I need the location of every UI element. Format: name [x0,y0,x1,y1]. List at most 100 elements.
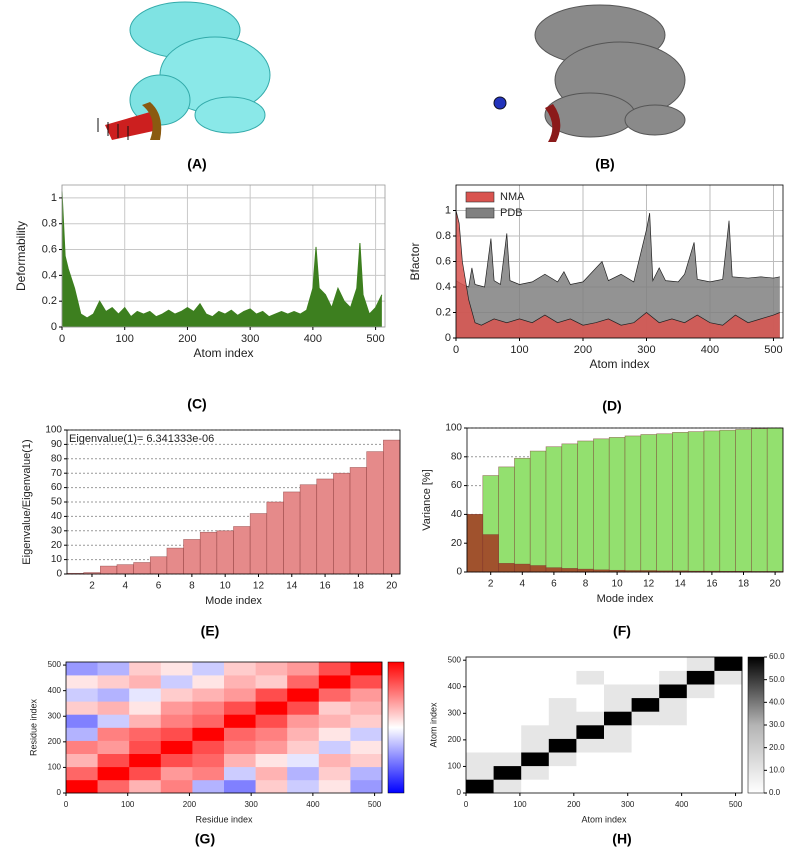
x-tick-label: 500 [368,800,382,809]
heat-cell [493,684,522,699]
bar [766,427,784,573]
y-tick-label: 1 [51,192,57,204]
bar [166,547,184,575]
heat-cell [287,662,320,676]
heat-cell [350,740,383,754]
heat-cell [160,766,193,781]
bar [149,556,168,575]
heat-cell [659,657,688,671]
heat-cell [576,725,605,739]
y-tick-label: 300 [448,708,462,717]
heat-cell [255,766,288,781]
x-tick-label: 100 [121,800,135,809]
legend-label: NMA [500,191,525,203]
heat-cell [66,779,98,794]
heat-cell [631,765,660,780]
legend-swatch [465,191,495,203]
heat-cell [192,753,225,768]
heat-cell [576,684,605,699]
bar [529,450,547,573]
heat-cell [350,662,383,676]
heat-cell [493,657,522,671]
y-tick-label: 30 [51,525,63,536]
heat-cell [686,765,715,780]
heat-cell [521,738,550,753]
area [456,210,780,338]
legend-swatch [465,207,495,219]
y-tick-label: 100 [48,763,62,772]
heat-cell [493,697,522,712]
heat-cell [604,684,632,699]
y-tick-label: 0 [445,332,451,344]
x-tick-label: 8 [583,579,589,590]
y-tick-label: 60 [451,480,463,491]
heat-cell [160,714,193,728]
heat-cell [686,779,715,794]
heat-cell [192,688,225,702]
x-tick-label: 400 [304,333,322,345]
heat-cell [576,779,605,794]
heat-cell [287,701,320,715]
x-axis-label: Mode index [597,593,654,605]
heat-cell [224,714,256,728]
x-tick-label: 18 [353,581,365,592]
x-tick-label: 200 [574,344,592,356]
heat-cell [576,697,605,712]
heat-cell [466,725,494,739]
heat-cell [160,753,193,768]
x-tick-label: 500 [729,800,743,809]
heat-cell [714,779,743,794]
y-tick-label: 0 [57,788,62,797]
x-axis-label: Atom index [581,814,627,824]
heat-cell [318,662,351,676]
bar [656,433,673,573]
heat-cell [548,697,577,712]
heat-cell [686,725,715,739]
heat-cell [318,779,351,794]
heat-cell [466,738,494,753]
heat-cell [192,766,225,781]
heat-cell [255,753,288,768]
heat-cell [548,684,577,699]
heat-cell [548,779,577,794]
bar [100,565,118,575]
bar [577,440,594,573]
bar [299,484,318,575]
colorbar-tick-label: 30.0 [769,720,785,729]
x-tick-label: 20 [386,581,398,592]
x-tick-label: 8 [189,581,195,592]
y-axis-label: Atom index [428,702,438,748]
heat-cell [97,675,130,689]
bar [751,428,768,573]
heat-cell [350,753,383,768]
heat-cell [224,727,256,741]
heat-cell [97,753,130,768]
x-tick-label: 500 [764,344,782,356]
colorbar-tick-label: 10.0 [769,765,785,774]
heat-cell [631,779,660,794]
x-tick-label: 300 [621,800,635,809]
x-tick-label: 200 [183,800,197,809]
bar [719,429,736,573]
heat-cell [521,697,550,712]
bar [482,534,499,573]
heat-cell [659,779,688,794]
x-tick-label: 6 [551,579,557,590]
heat-cell [192,714,225,728]
heat-cell [521,779,550,794]
heat-cell [548,752,577,767]
heat-cell [350,779,383,794]
y-tick-label: 0.8 [436,230,451,242]
y-tick-label: 0 [56,569,62,580]
heat-cell [224,766,256,781]
heat-cell [66,766,98,781]
heat-cell [129,675,162,689]
heat-cell [160,727,193,741]
x-tick-label: 300 [244,800,258,809]
heat-cell [714,738,743,753]
heat-cell [659,670,688,685]
y-tick-label: 100 [448,762,462,771]
heat-cell [604,711,632,726]
heat-cell [576,670,605,685]
bar [608,437,626,573]
